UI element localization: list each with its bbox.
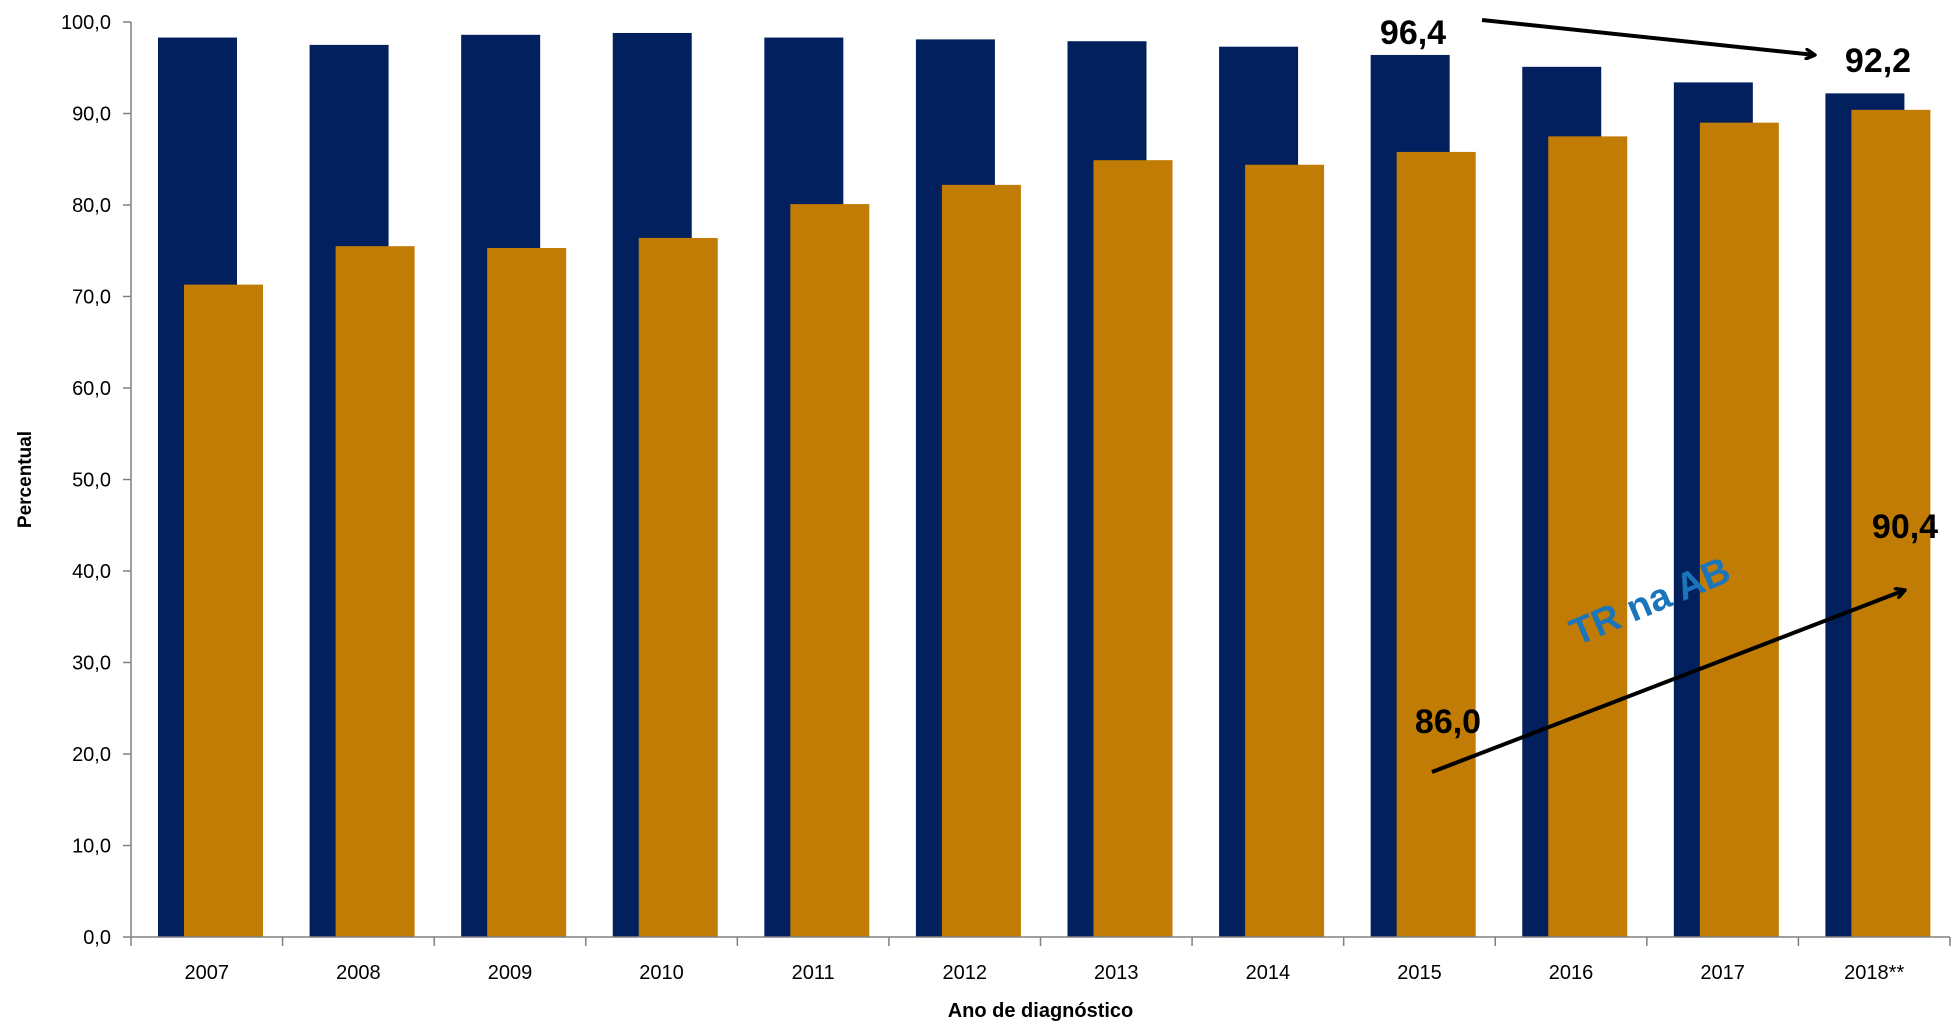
x-tick-label: 2017 (1700, 962, 1745, 984)
x-tick-label: 2016 (1549, 962, 1594, 984)
x-tick-label: 2008 (336, 962, 381, 984)
bar-series-2 (1699, 122, 1779, 937)
x-tick-label: 2009 (488, 962, 533, 984)
y-axis-title: Percentual (15, 431, 36, 528)
gold-end-label: 90,4 (1872, 508, 1938, 546)
bar-series-2 (638, 237, 718, 937)
y-tick-label: 80,0 (72, 195, 111, 217)
blue-trend-arrow (1481, 18, 1815, 55)
bar-series-2 (1548, 136, 1628, 937)
bar-series-2 (790, 204, 870, 937)
gold-start-label: 86,0 (1415, 703, 1481, 741)
bar-series-2 (941, 184, 1021, 937)
blue-start-label: 96,4 (1380, 14, 1446, 52)
blue-end-label: 92,2 (1845, 42, 1911, 80)
x-tick-label: 2011 (792, 962, 835, 984)
bar-series-2 (1396, 151, 1476, 937)
bar-series-2 (1245, 164, 1325, 938)
bar-series-2 (487, 248, 567, 937)
x-tick-label: 2014 (1246, 962, 1291, 984)
bar-series-2 (1093, 160, 1173, 938)
y-tick-label: 30,0 (72, 653, 111, 675)
x-tick-label: 2010 (639, 962, 684, 984)
y-tick-label: 10,0 (72, 836, 111, 858)
x-axis-title: Ano de diagnóstico (948, 1000, 1134, 1022)
x-tick-label: 2007 (185, 962, 230, 984)
y-tick-label: 40,0 (72, 561, 111, 583)
bar-series-2 (184, 284, 263, 938)
y-tick-label: 90,0 (72, 104, 111, 126)
gold-trend-arrow (1431, 590, 1905, 774)
x-tick-label: 2015 (1397, 962, 1442, 984)
y-tick-label: 20,0 (72, 744, 111, 766)
x-tick-label: 2013 (1094, 962, 1139, 984)
y-tick-label: 100,0 (61, 12, 111, 34)
y-tick-label: 0,0 (83, 927, 111, 949)
ticks-layer: 0,0 10,0 20,0 30,0 40,0 50,0 60,0 70,0 80,0 90,0 1… (61, 12, 1951, 984)
x-tick-label: 2012 (942, 962, 987, 984)
y-tick-label: 50,0 (72, 470, 111, 492)
y-tick-label: 60,0 (72, 378, 111, 400)
bar-series-2 (335, 246, 415, 938)
bars-layer (158, 32, 1931, 938)
x-tick-label: 2018** (1844, 962, 1904, 984)
bar-series-2 (1851, 109, 1931, 938)
y-tick-label: 70,0 (72, 287, 111, 309)
